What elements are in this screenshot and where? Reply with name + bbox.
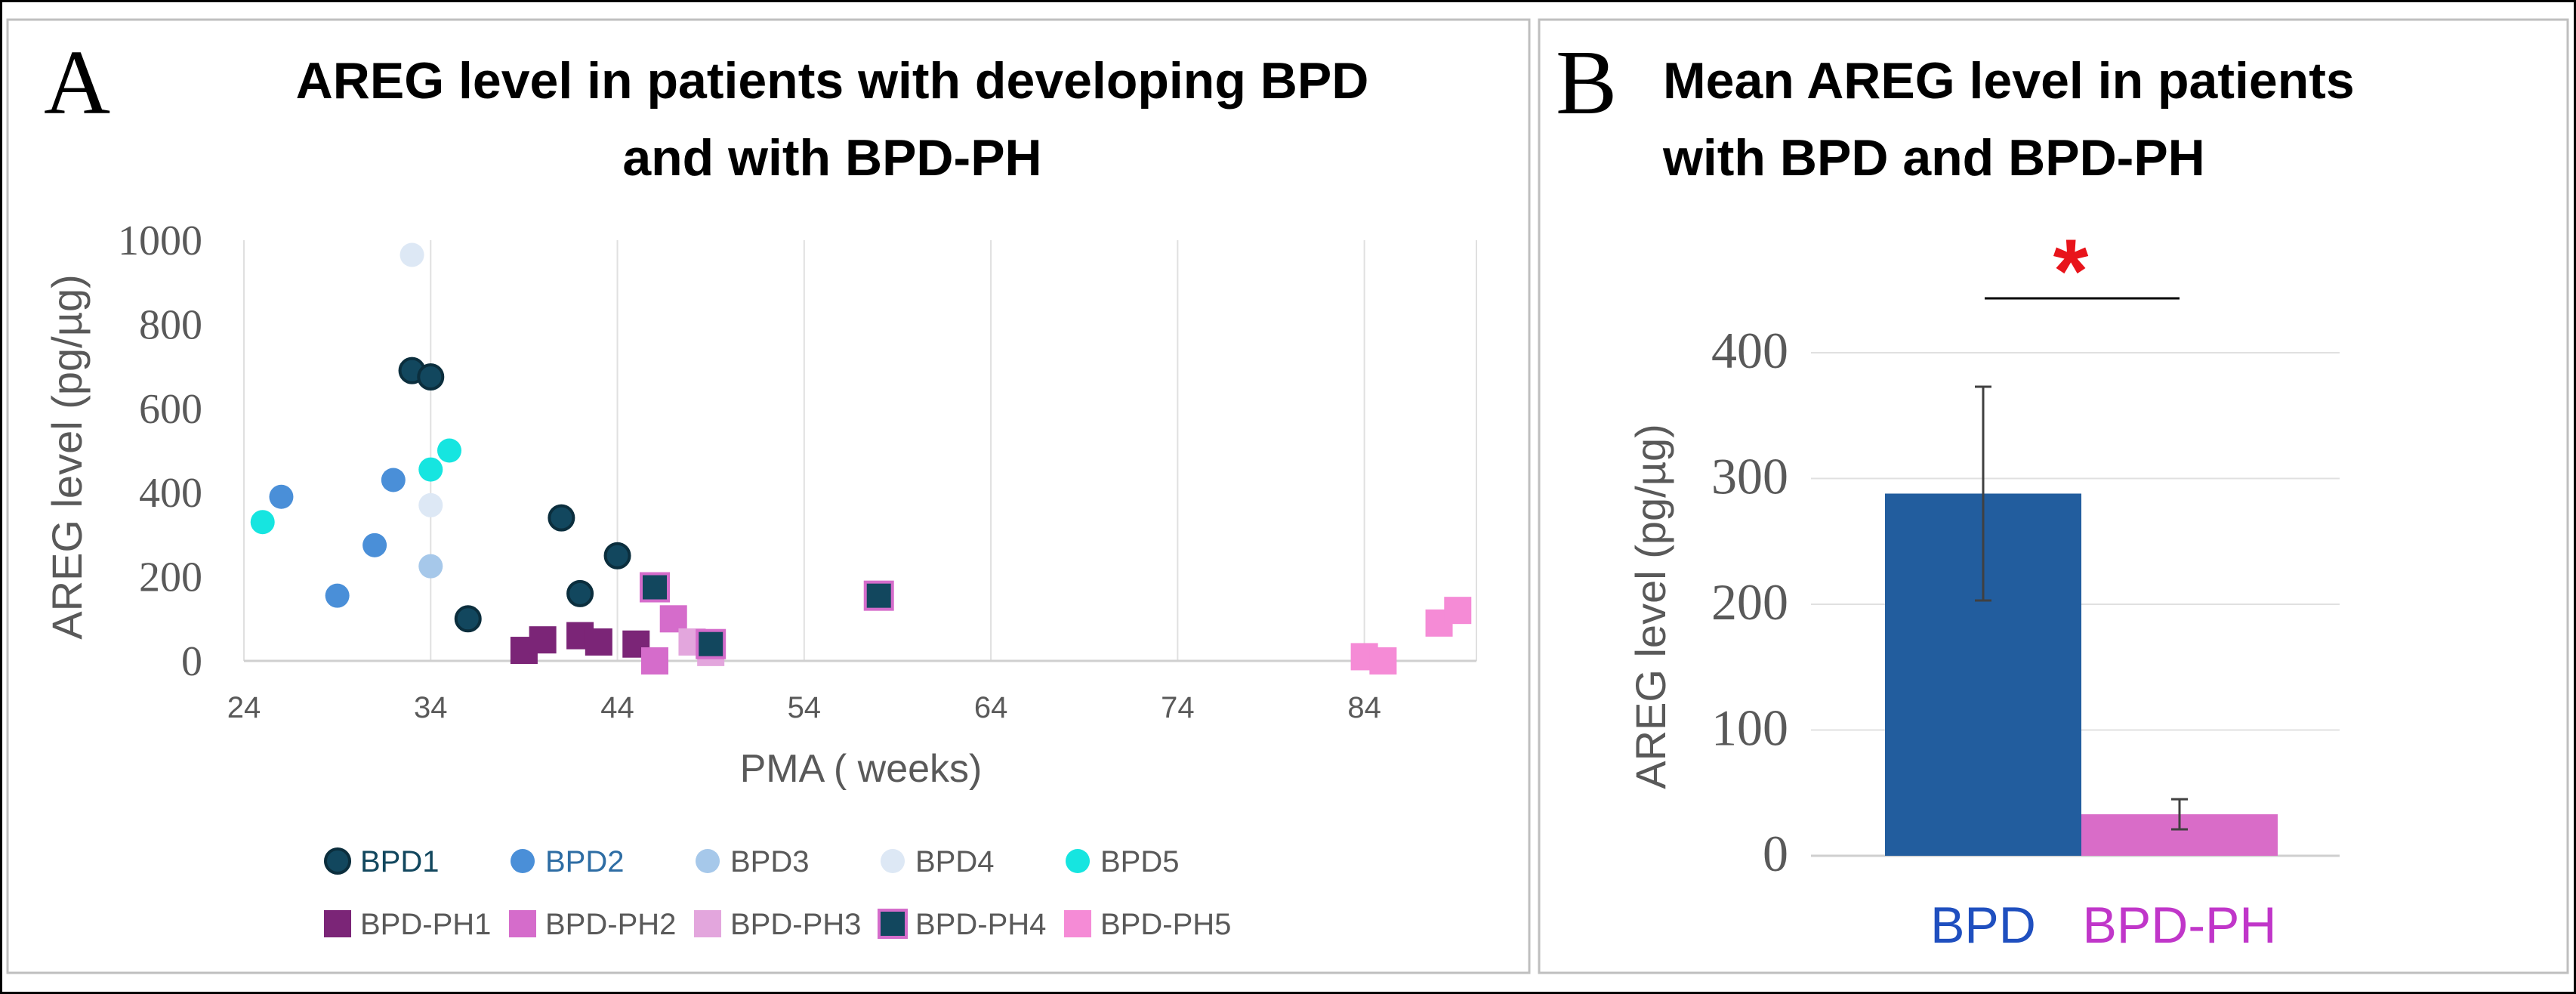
scatter-points bbox=[250, 242, 1472, 674]
legend-label-bpd3: BPD3 bbox=[730, 845, 810, 878]
legend-label-bpd5: BPD5 bbox=[1100, 845, 1180, 878]
scatter-point-bpd1-3 bbox=[603, 542, 631, 570]
legend-marker-bpd-ph5 bbox=[1064, 910, 1091, 937]
scatter-point-bpd-ph1-3 bbox=[585, 628, 612, 656]
legend-marker-bpd5 bbox=[1066, 849, 1090, 873]
scatter-point-bpd3-0 bbox=[418, 554, 443, 579]
scatter-x-tick-64: 64 bbox=[974, 691, 1008, 724]
scatter-point-bpd-ph2-1 bbox=[659, 605, 687, 633]
scatter-y-tick-400: 400 bbox=[139, 470, 202, 517]
panel-b-title-line-2: with BPD and BPD-PH bbox=[1662, 129, 2205, 187]
scatter-x-tick-24: 24 bbox=[227, 691, 261, 724]
scatter-point-bpd-ph5-1 bbox=[1369, 647, 1397, 674]
scatter-x-tick-54: 54 bbox=[788, 691, 822, 724]
scatter-y-tick-800: 800 bbox=[139, 301, 202, 348]
scatter-point-bpd1-1 bbox=[417, 363, 445, 391]
bar-category-label-bpd: BPD bbox=[1930, 897, 2036, 954]
scatter-x-tick-44: 44 bbox=[600, 691, 634, 724]
scatter-point-bpd5-0 bbox=[250, 510, 275, 535]
bar-y-tick-labels: 0 100 200 300 400 bbox=[1711, 322, 1788, 882]
bar-y-tick-200: 200 bbox=[1711, 573, 1788, 631]
legend-label-bpd-ph2: BPD-PH2 bbox=[545, 908, 676, 941]
scatter-point-bpd2-0 bbox=[269, 484, 294, 509]
scatter-point-bpd1-4 bbox=[566, 579, 594, 607]
panel-b-title-line-1: Mean AREG level in patients bbox=[1663, 52, 2355, 110]
scatter-x-tick-labels: 24 34 44 54 64 74 84 bbox=[227, 691, 1381, 724]
scatter-point-bpd-ph2-0 bbox=[641, 647, 668, 674]
legend-marker-bpd-ph2 bbox=[509, 910, 536, 937]
scatter-point-bpd5-1 bbox=[437, 438, 461, 463]
legend-marker-bpd-ph4 bbox=[878, 909, 908, 939]
scatter-y-axis-label: AREG level (pg/µg) bbox=[43, 274, 91, 640]
panel-a: A AREG level in patients with developing… bbox=[6, 18, 1531, 974]
scatter-point-bpd2-2 bbox=[362, 532, 387, 557]
scatter-y-tick-labels: 0 200 400 600 800 1000 bbox=[118, 218, 202, 685]
legend-label-bpd-ph5: BPD-PH5 bbox=[1100, 908, 1231, 941]
legend-label-bpd4: BPD4 bbox=[915, 845, 995, 878]
scatter-point-bpd-ph4-1 bbox=[863, 580, 894, 611]
scatter-point-bpd-ph1-1 bbox=[529, 626, 557, 654]
bar-y-tick-400: 400 bbox=[1711, 322, 1788, 379]
panel-a-letter: A bbox=[44, 32, 110, 134]
scatter-gridlines bbox=[243, 240, 1477, 661]
panel-b-letter: B bbox=[1556, 32, 1617, 134]
legend-marker-bpd-ph3 bbox=[694, 910, 721, 937]
scatter-y-tick-200: 200 bbox=[139, 554, 202, 601]
scatter-legend: BPD1 BPD2 BPD3 BPD4 BPD5 BPD-PH1 BPD-PH2 BPD-PH… bbox=[324, 845, 1231, 941]
scatter-y-tick-1000: 1000 bbox=[118, 218, 202, 264]
bar-category-labels: BPD BPD-PH bbox=[1930, 897, 2276, 954]
scatter-x-axis-label: PMA ( weeks) bbox=[740, 747, 983, 791]
bar-y-tick-300: 300 bbox=[1711, 448, 1788, 505]
bar-category-label-bpd-ph: BPD-PH bbox=[2083, 897, 2277, 954]
legend-label-bpd2: BPD2 bbox=[545, 845, 625, 878]
scatter-point-bpd1-2 bbox=[548, 504, 575, 532]
scatter-point-bpd-ph5-3 bbox=[1444, 597, 1472, 625]
scatter-x-tick-84: 84 bbox=[1347, 691, 1381, 724]
error-bars bbox=[1975, 385, 2188, 831]
legend-label-bpd-ph4: BPD-PH4 bbox=[915, 908, 1046, 941]
legend-marker-bpd2 bbox=[511, 849, 535, 873]
legend-marker-bpd1 bbox=[324, 847, 351, 875]
panel-a-title-line-1: AREG level in patients with developing B… bbox=[296, 52, 1369, 110]
legend-marker-bpd4 bbox=[881, 849, 905, 873]
legend-marker-bpd3 bbox=[696, 849, 720, 873]
bar-y-tick-0: 0 bbox=[1763, 825, 1788, 882]
legend-label-bpd-ph3: BPD-PH3 bbox=[730, 908, 861, 941]
scatter-y-tick-0: 0 bbox=[181, 638, 202, 685]
scatter-x-tick-74: 74 bbox=[1161, 691, 1195, 724]
scatter-y-tick-600: 600 bbox=[139, 386, 202, 433]
scatter-point-bpd2-1 bbox=[381, 468, 406, 492]
legend-label-bpd-ph1: BPD-PH1 bbox=[360, 908, 491, 941]
scatter-point-bpd5-2 bbox=[418, 457, 443, 482]
panel-a-title-line-2: and with BPD-PH bbox=[622, 129, 1041, 187]
panel-a-frame bbox=[6, 18, 1531, 974]
panel-b: B Mean AREG level in patients with BPD a… bbox=[1538, 18, 2569, 974]
scatter-point-bpd1-5 bbox=[454, 605, 482, 633]
bar-y-axis-label: AREG level (pg/µg) bbox=[1627, 424, 1674, 789]
scatter-point-bpd2-3 bbox=[325, 583, 350, 608]
bar-y-tick-100: 100 bbox=[1711, 699, 1788, 757]
scatter-point-bpd-ph4-2 bbox=[696, 628, 727, 659]
scatter-x-tick-34: 34 bbox=[414, 691, 448, 724]
legend-marker-bpd-ph1 bbox=[324, 910, 351, 937]
scatter-point-bpd-ph4-0 bbox=[640, 572, 670, 603]
significance-asterisk: * bbox=[2053, 221, 2089, 322]
scatter-point-bpd4-0 bbox=[400, 242, 424, 267]
legend-label-bpd1: BPD1 bbox=[360, 845, 440, 878]
scatter-point-bpd4-1 bbox=[418, 492, 443, 517]
